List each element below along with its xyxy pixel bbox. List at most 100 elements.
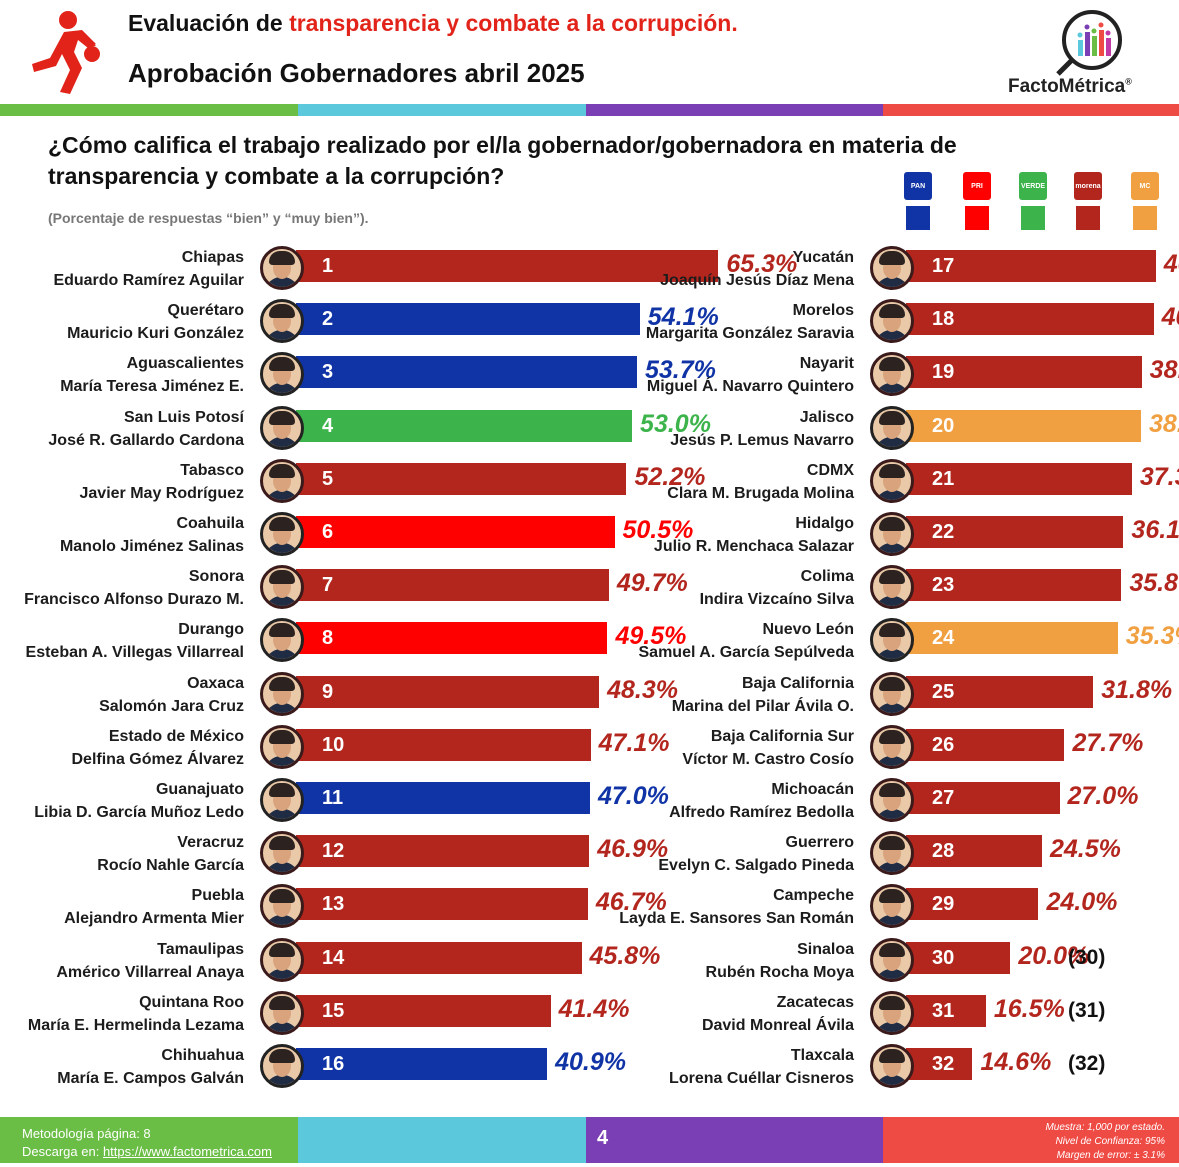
state-name: Puebla: [191, 887, 244, 905]
footer-segment-green: [0, 1117, 298, 1163]
party-color-swatch: [965, 206, 989, 230]
state-name: San Luis Potosí: [123, 408, 244, 426]
state-name: Guanajuato: [155, 781, 244, 798]
governor-avatar: [260, 884, 304, 929]
avatar-hair: [269, 889, 295, 904]
state-name: Guerrero: [785, 834, 854, 852]
governor-name: María E. Campos Galván: [57, 1070, 244, 1087]
avatar-hair: [269, 463, 295, 478]
avatar-body: [875, 755, 909, 766]
avatar-body: [265, 543, 299, 553]
avatar-body: [265, 968, 299, 979]
row-label: Chiapas Eduardo Ramírez Aguilar: [53, 246, 244, 292]
row-label: Guanajuato Libia D. García Muñoz Ledo: [34, 778, 244, 824]
avatar-body: [875, 1021, 909, 1032]
value-label: 35.8%: [1129, 569, 1179, 598]
party-color-swatch: [1076, 206, 1100, 230]
governor-name: Rocío Nahle García: [97, 857, 244, 875]
avatar-body: [875, 915, 909, 926]
approval-bar: [906, 728, 1065, 761]
rank-number: 20: [932, 414, 955, 437]
footer-methodology: Metodología página: 8 Descarga en: https…: [22, 1125, 272, 1161]
row-label: Quintana Roo María E. Hermelinda Lezama: [28, 991, 244, 1037]
value-label: 40.7%: [1163, 250, 1179, 278]
value-label: 36.1%: [1131, 516, 1179, 544]
governor-name: Víctor M. Castro Cosío: [682, 750, 854, 768]
rank-number: 26: [932, 733, 955, 756]
approval-bar: [296, 728, 591, 761]
governor-avatar: [870, 778, 914, 822]
approval-bar: [906, 675, 1094, 708]
avatar-hair: [269, 304, 295, 319]
row-label: Nuevo León Samuel A. García Sepúlveda: [639, 618, 855, 664]
avatar-body: [875, 383, 909, 394]
avatar-body: [265, 755, 299, 766]
state-name: Yucatán: [792, 249, 854, 266]
value-label: 50.5%: [622, 516, 694, 544]
stripe-purple: [586, 104, 883, 116]
approval-bar: [906, 409, 1141, 442]
governor-avatar: [870, 246, 914, 290]
rank-number: 6: [322, 521, 334, 543]
party-logo-pan-icon: PAN: [904, 172, 932, 200]
state-name: Colima: [800, 568, 854, 586]
state-name: Chiapas: [181, 249, 244, 266]
row-label: Durango Esteban A. Villegas Villarreal: [26, 618, 244, 664]
row-label: Tabasco Javier May Rodríguez: [80, 459, 245, 505]
governor-avatar: [870, 937, 914, 982]
state-name: Durango: [178, 621, 244, 639]
governor-avatar: [260, 618, 304, 663]
governor-name: Salomón Jara Cruz: [99, 697, 244, 715]
avatar-hair: [269, 676, 295, 691]
approval-bar: [906, 250, 1156, 282]
value-label: 35.3%: [1125, 622, 1179, 651]
state-name: Nayarit: [799, 355, 854, 373]
state-name: CDMX: [806, 461, 854, 479]
avatar-hair: [879, 836, 905, 851]
avatar-body: [265, 649, 299, 660]
approval-bar: [906, 462, 1132, 495]
avatar-body: [875, 702, 909, 713]
report-subtitle: Aprobación Gobernadores abril 2025: [128, 58, 585, 88]
download-link[interactable]: https://www.factometrica.com: [102, 1144, 272, 1159]
approval-bar: [296, 356, 637, 389]
row-label: Michoacán Alfredo Ramírez Bedolla: [669, 778, 854, 824]
state-name: Hidalgo: [795, 515, 854, 532]
value-label: 20.0%: [1018, 941, 1090, 970]
avatar-body: [265, 702, 299, 713]
avatar-body: [875, 596, 909, 607]
rank-number: 11: [322, 787, 344, 809]
governor-avatar: [870, 990, 914, 1035]
value-label: 54.1%: [647, 303, 719, 332]
state-name: Zacatecas: [776, 993, 854, 1011]
governor-avatar: [260, 352, 304, 397]
avatar-hair: [269, 251, 295, 265]
governor-avatar: [260, 405, 304, 450]
stripe-cyan: [298, 104, 586, 116]
governor-avatar: [260, 778, 304, 822]
avatar-hair: [269, 410, 295, 425]
row-label: Puebla Alejandro Armenta Mier: [64, 884, 244, 930]
value-label: 14.6%: [980, 1048, 1052, 1076]
avatar-body: [265, 862, 299, 873]
row-label: Chihuahua María E. Campos Galván: [57, 1044, 244, 1090]
approval-bar: [906, 516, 1124, 548]
approval-bar: [296, 835, 590, 868]
report-title: Evaluación de transparencia y combate a …: [128, 10, 738, 37]
approval-bar: [296, 409, 633, 442]
governor-name: Miguel Á. Navarro Quintero: [646, 378, 854, 396]
rank-number: 21: [932, 467, 955, 490]
governor-avatar: [260, 724, 304, 769]
row-label: Tlaxcala Lorena Cuéllar Cisneros: [669, 1044, 854, 1090]
approval-bar: [296, 516, 615, 548]
governor-avatar: [870, 458, 914, 503]
confidence-level: Nivel de Confianza: 95%: [1055, 1136, 1165, 1147]
rank-parenthetical: (30): [1068, 945, 1106, 969]
governor-name: María E. Hermelinda Lezama: [27, 1016, 244, 1034]
row-label: Colima Indira Vizcaíno Silva: [700, 565, 854, 611]
governor-name: Francisco Alfonso Durazo M.: [24, 591, 244, 609]
rank-number: 32: [932, 1053, 955, 1075]
row-label: Campeche Layda E. Sansores San Román: [619, 884, 854, 930]
state-name: Quintana Roo: [139, 993, 244, 1011]
avatar-body: [875, 489, 909, 500]
